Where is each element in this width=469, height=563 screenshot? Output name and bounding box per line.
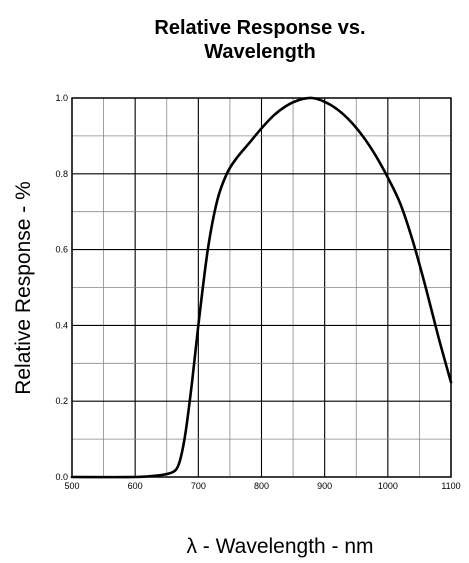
y-tick-label: 0.8 bbox=[55, 169, 68, 179]
grid-lines bbox=[71, 97, 452, 478]
chart-title-line-2: Wavelength bbox=[204, 41, 316, 63]
x-tick-label: 1000 bbox=[378, 481, 398, 491]
x-tick-label: 700 bbox=[191, 481, 206, 491]
chart-title-line-1: Relative Response vs. bbox=[154, 17, 366, 39]
y-tick-label: 0.0 bbox=[55, 472, 68, 482]
y-tick-label: 0.2 bbox=[55, 396, 68, 406]
y-axis-title: Relative Response - % bbox=[12, 181, 35, 395]
x-tick-label: 600 bbox=[128, 481, 143, 491]
x-tick-label: 900 bbox=[317, 481, 332, 491]
y-tick-label: 0.4 bbox=[55, 320, 68, 330]
y-tick-label: 1.0 bbox=[55, 93, 68, 103]
x-tick-label: 500 bbox=[64, 481, 79, 491]
x-axis-title: λ - Wavelength - nm bbox=[186, 535, 373, 558]
series-line-0 bbox=[70, 96, 453, 479]
x-tick-label: 800 bbox=[254, 481, 269, 491]
tick-labels: 500 600 700 800 900 1000 1100 0.0 0.2 0.4 0.6 0.8 1.… bbox=[55, 93, 460, 491]
plot-frame bbox=[71, 97, 452, 478]
x-tick-label: 1100 bbox=[441, 481, 460, 491]
y-tick-label: 0.6 bbox=[55, 245, 68, 255]
